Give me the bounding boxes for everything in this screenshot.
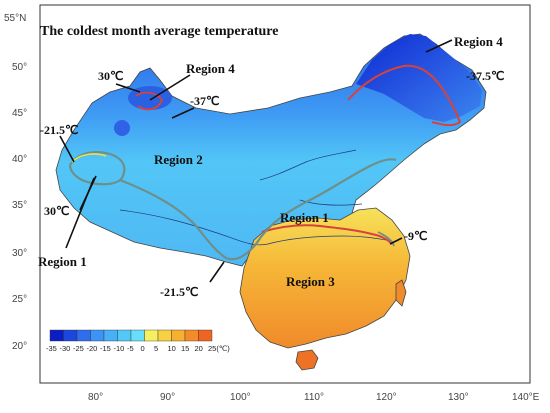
colorbar-tick-label: -30 — [60, 344, 71, 353]
colorbar-tick-label: 0 — [141, 344, 145, 353]
temp-label-northwest-30: 30℃ — [98, 69, 123, 83]
colorbar-tick-label: -10 — [114, 344, 125, 353]
colorbar-tick-label: 15 — [181, 344, 189, 353]
southern-warm-zone — [239, 207, 411, 349]
lat-tick-label: 50° — [12, 62, 27, 73]
colorbar-tick-label: -20 — [87, 344, 98, 353]
colorbar-swatch — [157, 329, 172, 342]
lat-tick-label: 35° — [12, 200, 27, 211]
latitude-axis: 55°N 50° 45° 40° 35° 30° 25° 20° — [4, 13, 27, 352]
leader-line — [59, 135, 75, 163]
tianshan-cold-spot — [114, 120, 130, 136]
region-boundary-northwest-red — [135, 91, 164, 111]
colorbar-tick-label: 25(℃) — [208, 344, 230, 353]
region-boundary-west-gray — [68, 151, 126, 186]
colorbar-swatch — [144, 329, 159, 342]
lon-tick-label: 140°E — [512, 392, 540, 403]
colorbar-swatch — [90, 329, 105, 342]
leader-line — [171, 107, 195, 119]
colorbar-tick-label: 10 — [168, 344, 176, 353]
map-frame — [39, 4, 531, 384]
region-boundary-central-red — [261, 224, 393, 245]
region-boundary-yellow — [71, 153, 107, 163]
lat-tick-label: 40° — [12, 154, 27, 165]
region-label-4-east: Region 4 — [454, 34, 503, 49]
lon-tick-label: 120° — [376, 392, 397, 403]
lon-tick-label: 80° — [88, 392, 103, 403]
colorbar-swatch — [76, 329, 91, 342]
lat-tick-label: 45° — [12, 108, 27, 119]
lat-tick-label: 55°N — [4, 13, 26, 24]
temp-label-east-9: -9℃ — [404, 229, 427, 243]
leader-line — [209, 261, 225, 283]
colorbar-swatch — [130, 329, 145, 342]
map-title: The coldest month average temperature — [40, 24, 278, 39]
region-label-2: Region 2 — [154, 152, 203, 167]
colorbar-tick-label: -5 — [127, 344, 134, 353]
leader-line — [115, 83, 141, 93]
temperature-colorbar: -35 -30 -25 -20 -15 -10 -5 0 5 10 15 20 25(℃) — [46, 329, 230, 353]
colorbar-swatch — [171, 329, 186, 342]
colorbar-swatch — [103, 329, 118, 342]
colorbar-swatch — [198, 329, 213, 342]
lon-tick-label: 100° — [230, 392, 251, 403]
region-label-1-west: Region 1 — [38, 254, 87, 269]
leader-line — [149, 74, 191, 101]
region-label-1-east: Region 1 — [280, 210, 329, 225]
colorbar-tick-label: -35 — [46, 344, 57, 353]
taiwan-island — [395, 279, 407, 307]
temp-label-south-21-5: -21.5℃ — [160, 285, 198, 299]
lon-tick-label: 90° — [160, 392, 175, 403]
temp-label-west-30: 30℃ — [44, 204, 69, 218]
hainan-island — [295, 349, 319, 371]
river-lines — [119, 149, 387, 246]
region-boundary-northeast-red — [347, 64, 462, 127]
colorbar-tick-label: -15 — [100, 344, 111, 353]
colorbar-swatch — [117, 329, 132, 342]
lat-tick-label: 20° — [12, 341, 27, 352]
leader-line — [425, 39, 453, 53]
lat-tick-label: 25° — [12, 294, 27, 305]
annotation-leaders — [59, 39, 453, 283]
region-boundary-long-gray — [119, 158, 397, 261]
region-label-4-west: Region 4 — [186, 61, 235, 76]
region-label-3: Region 3 — [286, 274, 335, 289]
temp-label-northwest-37: -37℃ — [190, 94, 219, 108]
colorbar-swatch — [49, 329, 64, 342]
colorbar-tick-label: 20 — [195, 344, 203, 353]
temp-label-west-21-5: -21.5℃ — [40, 123, 78, 137]
colorbar-tick-label: -25 — [73, 344, 84, 353]
lon-tick-label: 130° — [448, 392, 469, 403]
leader-line — [389, 237, 403, 245]
colorbar-swatch — [184, 329, 199, 342]
lat-tick-label: 30° — [12, 248, 27, 259]
colorbar-swatch — [63, 329, 78, 342]
colorbar-tick-label: 5 — [154, 344, 158, 353]
temp-label-northeast: -37.5℃ — [466, 69, 504, 83]
east-coast-gray — [377, 231, 395, 247]
leader-line — [65, 177, 95, 249]
lon-tick-label: 110° — [304, 392, 324, 403]
longitude-axis: 80° 90° 100° 110° 120° 130° 140°E — [88, 392, 540, 403]
